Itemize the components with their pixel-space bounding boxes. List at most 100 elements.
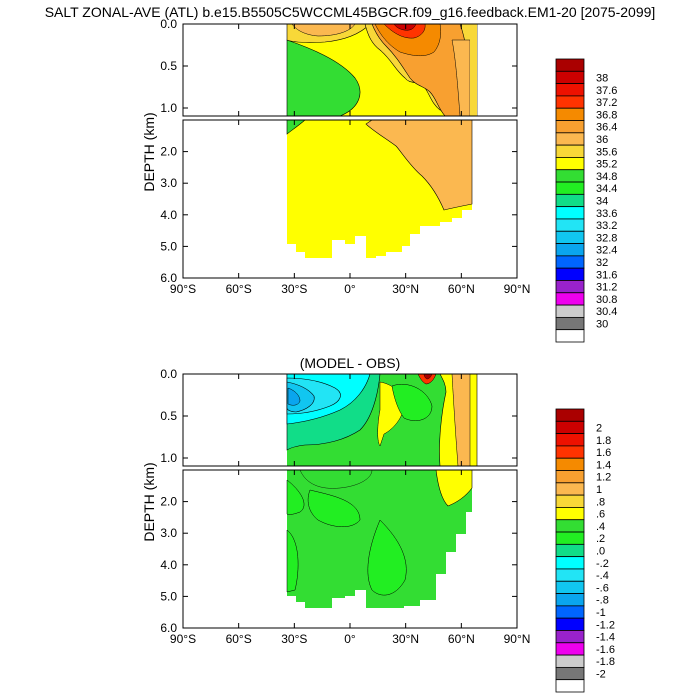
salinity-colorbar-box <box>555 95 585 109</box>
salinity-y-tick-label-upper: 1.0 <box>160 101 177 115</box>
difference-colorbar-box <box>555 433 585 447</box>
salinity-colorbar-label: 32.4 <box>596 245 617 257</box>
salinity-y-tick-label-lower: 2.0 <box>160 145 177 159</box>
salinity-colorbar-box <box>555 304 585 318</box>
salinity-x-tick-label: 60°S <box>226 282 252 296</box>
difference-colorbar-label: .6 <box>596 509 605 521</box>
salinity-colorbar-label: 30.4 <box>596 306 617 318</box>
difference-x-tick-label: 0° <box>344 632 356 646</box>
difference-colorbar-box <box>555 666 585 681</box>
difference-y-tick-label-lower: 2.0 <box>160 495 177 509</box>
difference-colorbar-box <box>555 568 585 582</box>
page-title: SALT ZONAL-AVE (ATL) b.e15.B5505C5WCCML4… <box>44 4 656 20</box>
salinity-colorbar: 3837.637.236.836.43635.635.234.834.43433… <box>555 58 617 343</box>
difference-colorbar: 21.81.61.41.21.8.6.4.2.0-.2-.4-.6-.8-1-1… <box>555 408 615 693</box>
difference-colorbar-box <box>555 519 585 533</box>
salinity-y-axis-label: DEPTH (km) <box>141 112 157 191</box>
salinity-x-tick-label: 90°S <box>170 282 196 296</box>
salinity-colorbar-label: 30 <box>596 319 608 331</box>
salinity-upper-field <box>286 24 478 116</box>
difference-x-tick-label: 30°N <box>392 632 419 646</box>
difference-colorbar-label: .4 <box>596 521 605 533</box>
salinity-colorbar-box <box>555 58 585 72</box>
salinity-colorbar-label: 33.2 <box>596 220 617 232</box>
salinity-colorbar-box <box>555 144 585 158</box>
difference-colorbar-box <box>555 630 585 644</box>
difference-colorbar-label: -1.8 <box>596 656 615 668</box>
difference-colorbar-label: .0 <box>596 546 605 558</box>
difference-panel: (MODEL - OBS) <box>141 355 615 693</box>
salinity-colorbar-box <box>555 83 585 97</box>
difference-lower-field <box>286 470 473 608</box>
difference-colorbar-box <box>555 457 585 471</box>
salinity-colorbar-label: 32.8 <box>596 232 617 244</box>
difference-y-tick-label-upper: 1.0 <box>160 451 177 465</box>
difference-x-tick-label: 30°S <box>281 632 307 646</box>
difference-colorbar-box <box>555 408 585 422</box>
salinity-colorbar-box <box>555 230 585 244</box>
difference-colorbar-box <box>555 445 585 459</box>
difference-colorbar-box <box>555 642 585 656</box>
salinity-colorbar-label: 37.2 <box>596 97 617 109</box>
salinity-panel: 90°S 60°S 30°S 0° 30°N 60°N 90°N 0.0 0.5 1.0 2.0 3.… <box>141 17 617 343</box>
difference-colorbar-label: 1.6 <box>596 447 611 459</box>
salinity-colorbar-label: 37.6 <box>596 85 617 97</box>
salinity-colorbar-label: 31.2 <box>596 282 617 294</box>
difference-y-tick-label-upper: 0.5 <box>160 409 177 423</box>
salinity-x-tick-label: 90°N <box>504 282 531 296</box>
difference-y-tick-label-lower: 3.0 <box>160 526 177 540</box>
difference-colorbar-box <box>555 543 585 558</box>
difference-colorbar-box <box>555 679 585 693</box>
salinity-y-tick-label-lower: 5.0 <box>160 239 177 253</box>
salinity-colorbar-label: 34 <box>596 196 608 208</box>
salinity-colorbar-label: 36.4 <box>596 122 617 134</box>
salinity-x-tick-label: 0° <box>344 282 356 296</box>
difference-x-tick-label: 90°S <box>170 632 196 646</box>
difference-y-tick-label-lower: 5.0 <box>160 589 177 603</box>
salinity-y-tick-label-lower: 4.0 <box>160 208 177 222</box>
salinity-colorbar-label: 36 <box>596 134 608 146</box>
salinity-y-tick-label-upper: 0.5 <box>160 59 177 73</box>
difference-colorbar-label: 1.4 <box>596 459 611 471</box>
difference-colorbar-label: .2 <box>596 533 605 545</box>
difference-colorbar-label: 1 <box>596 484 602 496</box>
difference-colorbar-box <box>555 654 585 668</box>
difference-x-tick-label: 60°N <box>448 632 475 646</box>
difference-colorbar-label: -1.2 <box>596 619 615 631</box>
salinity-colorbar-box <box>555 157 585 171</box>
difference-colorbar-box <box>555 470 585 484</box>
salinity-colorbar-box <box>555 206 585 220</box>
difference-colorbar-box <box>555 617 585 631</box>
salinity-colorbar-box <box>555 132 585 146</box>
salinity-colorbar-box <box>555 107 585 121</box>
difference-colorbar-label: -.6 <box>596 582 609 594</box>
salinity-colorbar-box <box>555 316 585 331</box>
difference-colorbar-box <box>555 531 585 545</box>
salinity-colorbar-box <box>555 329 585 343</box>
salinity-y-tick-label-lower: 3.0 <box>160 176 177 190</box>
salinity-colorbar-label: 36.8 <box>596 109 617 121</box>
salinity-colorbar-label: 34.4 <box>596 183 617 195</box>
salinity-x-tick-label: 30°N <box>392 282 419 296</box>
salinity-colorbar-label: 38 <box>596 72 608 84</box>
salinity-lower-field <box>286 120 473 258</box>
salinity-colorbar-label: 35.2 <box>596 159 617 171</box>
difference-colorbar-box <box>555 593 585 607</box>
difference-colorbar-box <box>555 556 585 570</box>
salinity-colorbar-box <box>555 218 585 232</box>
difference-colorbar-label: -2 <box>596 669 606 681</box>
difference-x-tick-label: 60°S <box>226 632 252 646</box>
salinity-colorbar-box <box>555 267 585 281</box>
difference-colorbar-box <box>555 580 585 594</box>
salinity-colorbar-box <box>555 169 585 183</box>
difference-colorbar-label: 1.2 <box>596 472 611 484</box>
difference-colorbar-box <box>555 420 585 435</box>
difference-panel-title: (MODEL - OBS) <box>300 355 401 371</box>
salinity-colorbar-box <box>555 292 585 306</box>
difference-colorbar-label: -.8 <box>596 595 609 607</box>
difference-y-tick-label-lower: 4.0 <box>160 558 177 572</box>
difference-colorbar-box <box>555 605 585 619</box>
salinity-colorbar-box <box>555 255 585 269</box>
difference-y-tick-label-lower: 6.0 <box>160 621 177 635</box>
